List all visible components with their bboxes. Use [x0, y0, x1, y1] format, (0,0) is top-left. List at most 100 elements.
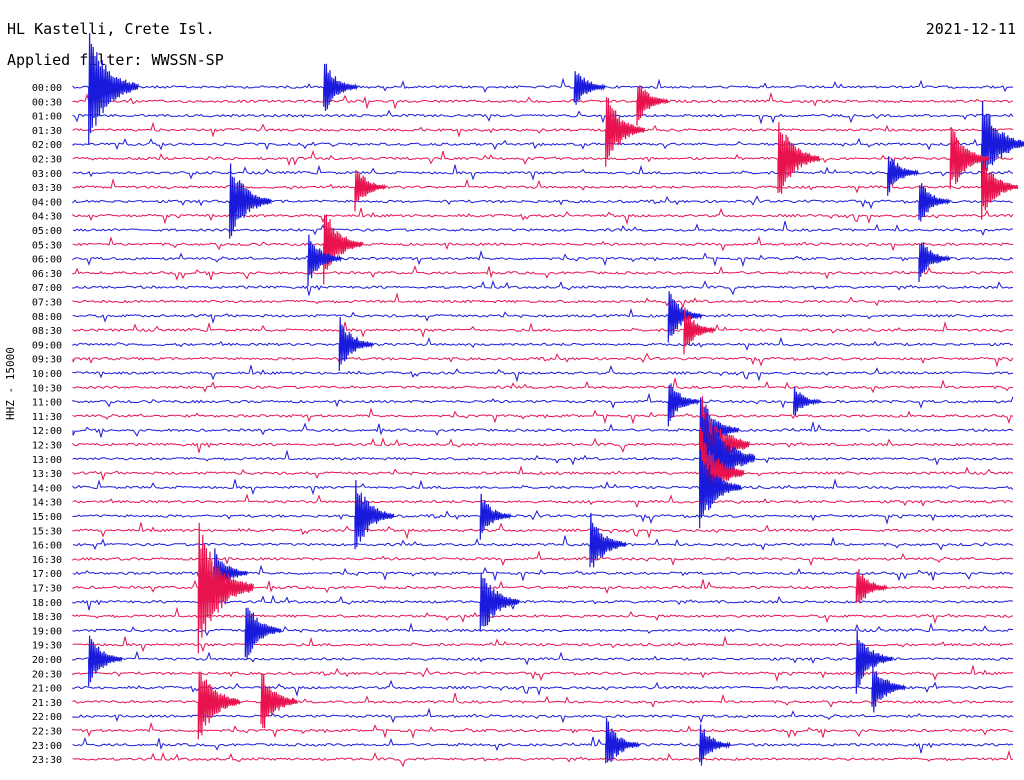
event-burst: [354, 170, 387, 212]
row-label: 14:30: [32, 498, 62, 509]
event-burst: [871, 667, 906, 713]
row-label: 10:00: [32, 369, 62, 380]
event-burst: [573, 71, 606, 105]
filter-label: Applied filter: WWSSN-SP: [7, 51, 224, 69]
event-burst: [887, 156, 919, 196]
event-burst: [229, 163, 272, 239]
event-burst: [197, 671, 241, 740]
event-burst: [855, 629, 893, 694]
trace-row: [72, 635, 1014, 653]
event-burst: [323, 63, 358, 112]
trace-row: [72, 195, 1014, 210]
trace-row: [72, 249, 1014, 268]
row-label: 12:30: [32, 441, 62, 452]
row-label: 22:30: [32, 727, 62, 738]
date-label: 2021-12-11: [925, 20, 1016, 38]
event-burst: [338, 316, 374, 371]
event-burst: [479, 493, 512, 540]
row-label: 07:00: [32, 283, 62, 294]
row-label: 23:30: [32, 755, 62, 766]
event-burst: [605, 97, 645, 167]
row-label: 00:30: [32, 97, 62, 108]
row-label: 13:00: [32, 455, 62, 466]
trace-row: [72, 493, 1014, 509]
trace-row: [72, 478, 1014, 496]
row-label: 08:30: [32, 326, 62, 337]
event-burst: [918, 183, 951, 222]
trace-row: [72, 650, 1014, 666]
row-label: 09:30: [32, 355, 62, 366]
event-burst: [479, 572, 520, 632]
trace-row: [72, 307, 1014, 324]
row-label: 14:00: [32, 483, 62, 494]
trace-row: [72, 220, 1013, 236]
row-label: 11:30: [32, 412, 62, 423]
row-label: 02:00: [32, 140, 62, 151]
event-burst: [197, 522, 254, 654]
row-label: 20:30: [32, 669, 62, 680]
event-burst: [244, 607, 282, 660]
row-label: 17:00: [32, 569, 62, 580]
row-label: 23:00: [32, 741, 62, 752]
row-label: 22:00: [32, 712, 62, 723]
trace-row: [72, 335, 1014, 351]
event-burst: [589, 512, 627, 568]
trace-row: [72, 707, 1014, 724]
row-label: 02:30: [32, 155, 62, 166]
event-burst: [605, 717, 640, 764]
trace-row: [72, 137, 1014, 153]
event-burst: [323, 214, 363, 285]
row-label: 04:00: [32, 197, 62, 208]
row-label: 04:30: [32, 212, 62, 223]
row-label: 21:30: [32, 698, 62, 709]
event-burst: [260, 672, 298, 729]
row-label: 16:30: [32, 555, 62, 566]
row-label: 12:00: [32, 426, 62, 437]
event-burst: [777, 122, 820, 194]
row-label: 19:30: [32, 641, 62, 652]
row-label: 01:30: [32, 126, 62, 137]
trace-row: [72, 422, 1014, 438]
trace-row: [72, 264, 1014, 282]
trace-row: [72, 622, 1013, 637]
trace-row: [72, 321, 1014, 339]
row-label: 00:00: [32, 83, 62, 94]
event-burst: [88, 635, 123, 687]
row-label: 13:30: [32, 469, 62, 480]
trace-row: [72, 164, 1014, 181]
trace-row: [72, 279, 1014, 296]
row-label: 19:00: [32, 626, 62, 637]
trace-row: [72, 207, 1014, 226]
event-burst: [949, 128, 990, 190]
trace-row: [72, 550, 1014, 567]
trace-row: [72, 509, 1014, 525]
row-label: 07:30: [32, 298, 62, 309]
event-burst: [918, 242, 951, 283]
row-label: 20:00: [32, 655, 62, 666]
trace-row: [72, 407, 1014, 425]
event-burst: [354, 479, 395, 550]
trace-row: [72, 235, 1014, 252]
row-label: 03:30: [32, 183, 62, 194]
event-burst: [699, 427, 745, 506]
event-burst: [683, 307, 716, 355]
row-label: 15:30: [32, 526, 62, 537]
trace-row: [72, 292, 1014, 309]
event-burst: [88, 33, 139, 145]
event-burst: [793, 386, 822, 416]
trace-row: [72, 91, 1014, 110]
row-labels: 00:00 00:30 01:00 01:30 02:00 02:30 03:00 03:30…: [32, 83, 62, 766]
trace-row: [72, 736, 1014, 754]
trace-row: [72, 109, 1014, 125]
trace-row: [72, 606, 1014, 625]
row-label: 08:00: [32, 312, 62, 323]
event-burst: [307, 234, 342, 287]
row-label: 17:30: [32, 584, 62, 595]
row-label: 16:00: [32, 541, 62, 552]
row-label: 18:00: [32, 598, 62, 609]
trace-row: [72, 535, 1014, 551]
row-label: 10:30: [32, 383, 62, 394]
row-label: 09:00: [32, 340, 62, 351]
event-burst: [699, 724, 731, 766]
